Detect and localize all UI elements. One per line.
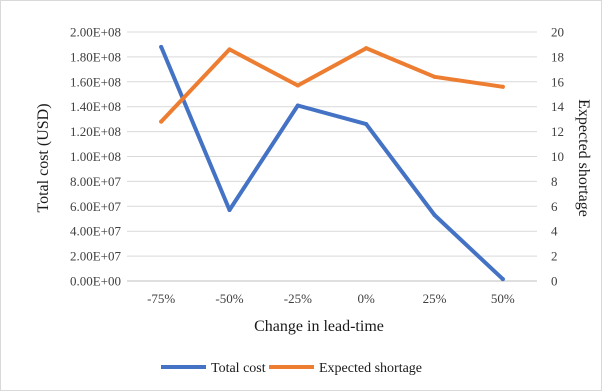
data-point-expected-shortage (500, 84, 505, 89)
x-tick-label: 50% (491, 291, 515, 306)
right-tick-label: 2 (551, 249, 558, 264)
legend: Total cost Expected shortage (161, 361, 422, 376)
left-tick-label: 1.40E+08 (70, 99, 121, 114)
right-tick-label: 18 (551, 49, 564, 64)
data-point-total-cost (295, 103, 300, 108)
right-tick-label: 14 (551, 99, 565, 114)
left-tick-label: 1.00E+08 (70, 149, 121, 164)
x-axis-title: Change in lead-time (254, 318, 384, 335)
data-point-total-cost (159, 44, 164, 49)
gridlines (127, 31, 537, 282)
left-tick-label: 0.00E+00 (70, 274, 121, 289)
data-point-expected-shortage (295, 83, 300, 88)
right-tick-label: 0 (551, 274, 558, 289)
left-tick-label: 8.00E+07 (70, 174, 122, 189)
legend-label-total-cost: Total cost (211, 361, 266, 376)
left-tick-label: 2.00E+07 (70, 249, 122, 264)
data-point-total-cost (227, 208, 232, 213)
left-axis-ticks: 0.00E+00 2.00E+07 4.00E+07 6.00E+07 8.00E+07… (70, 25, 122, 289)
data-point-total-cost (500, 277, 505, 282)
x-tick-label: 0% (357, 291, 375, 306)
legend-item-expected-shortage: Expected shortage (269, 361, 422, 376)
left-axis-title: Total cost (USD) (35, 103, 52, 212)
data-point-expected-shortage (159, 119, 164, 124)
left-tick-label: 1.60E+08 (70, 74, 121, 89)
data-point-total-cost (364, 122, 369, 127)
right-axis-title: Expected shortage (575, 99, 592, 217)
left-tick-label: 6.00E+07 (70, 199, 122, 214)
series-line-total-cost (159, 44, 505, 282)
right-axis-ticks: 0 2 4 6 8 10 12 14 16 18 20 (551, 25, 565, 289)
right-tick-label: 4 (551, 224, 558, 239)
right-tick-label: 10 (551, 149, 564, 164)
series-line-expected-shortage (159, 46, 505, 124)
x-tick-label: 25% (423, 291, 447, 306)
left-tick-label: 1.20E+08 (70, 124, 121, 139)
left-tick-label: 1.80E+08 (70, 49, 121, 64)
right-tick-label: 6 (551, 199, 558, 214)
data-point-total-cost (432, 213, 437, 218)
right-tick-label: 12 (551, 124, 564, 139)
data-point-expected-shortage (227, 47, 232, 52)
x-tick-label: -75% (147, 291, 175, 306)
legend-label-expected-shortage: Expected shortage (319, 361, 422, 376)
x-tick-label: -50% (215, 291, 243, 306)
right-tick-label: 16 (551, 74, 565, 89)
data-point-expected-shortage (364, 46, 369, 51)
x-tick-label: -25% (284, 291, 312, 306)
left-tick-label: 4.00E+07 (70, 224, 122, 239)
series-layer (159, 44, 505, 282)
right-tick-label: 8 (551, 174, 558, 189)
legend-item-total-cost: Total cost (161, 361, 266, 376)
data-point-expected-shortage (432, 74, 437, 79)
x-axis-ticks: -75% -50% -25% 0% 25% 50% (147, 291, 515, 306)
right-tick-label: 20 (551, 25, 564, 40)
left-tick-label: 2.00E+08 (70, 25, 121, 40)
